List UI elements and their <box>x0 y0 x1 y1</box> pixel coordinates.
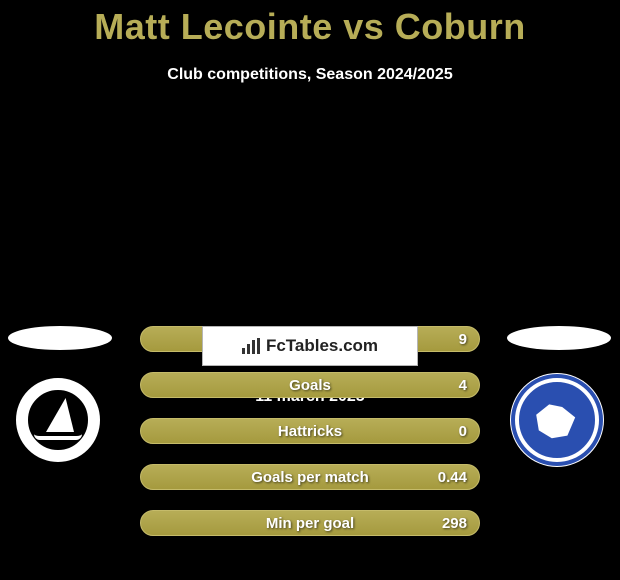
player-left-photo-placeholder <box>8 326 112 350</box>
stat-label: Min per goal <box>141 511 479 535</box>
stat-label: Goals <box>141 373 479 397</box>
stat-label: Goals per match <box>141 465 479 489</box>
plymouth-hull-icon <box>34 434 82 440</box>
stat-row-hattricks: Hattricks 0 <box>140 418 480 444</box>
stat-value-right: 0 <box>459 419 467 443</box>
stat-value-right: 9 <box>459 327 467 351</box>
comparison-stage: Matches 9 Goals 4 Hattricks 0 Goals per … <box>0 326 620 406</box>
bar-chart-icon <box>242 338 260 354</box>
stat-value-right: 4 <box>459 373 467 397</box>
brand-watermark[interactable]: FcTables.com <box>202 326 418 366</box>
plymouth-sail-icon <box>46 398 74 432</box>
club-badge-right <box>515 378 599 462</box>
player-right-photo-placeholder <box>507 326 611 350</box>
stat-row-goals-per-match: Goals per match 0.44 <box>140 464 480 490</box>
stat-row-min-per-goal: Min per goal 298 <box>140 510 480 536</box>
stat-value-right: 298 <box>442 511 467 535</box>
brand-text: FcTables.com <box>266 336 378 356</box>
stat-row-goals: Goals 4 <box>140 372 480 398</box>
club-badge-left <box>16 378 100 462</box>
page-title: Matt Lecointe vs Coburn <box>0 0 620 48</box>
stat-label: Hattricks <box>141 419 479 443</box>
page-subtitle: Club competitions, Season 2024/2025 <box>0 66 620 84</box>
stat-value-right: 0.44 <box>438 465 467 489</box>
millwall-lion-icon <box>531 394 583 446</box>
